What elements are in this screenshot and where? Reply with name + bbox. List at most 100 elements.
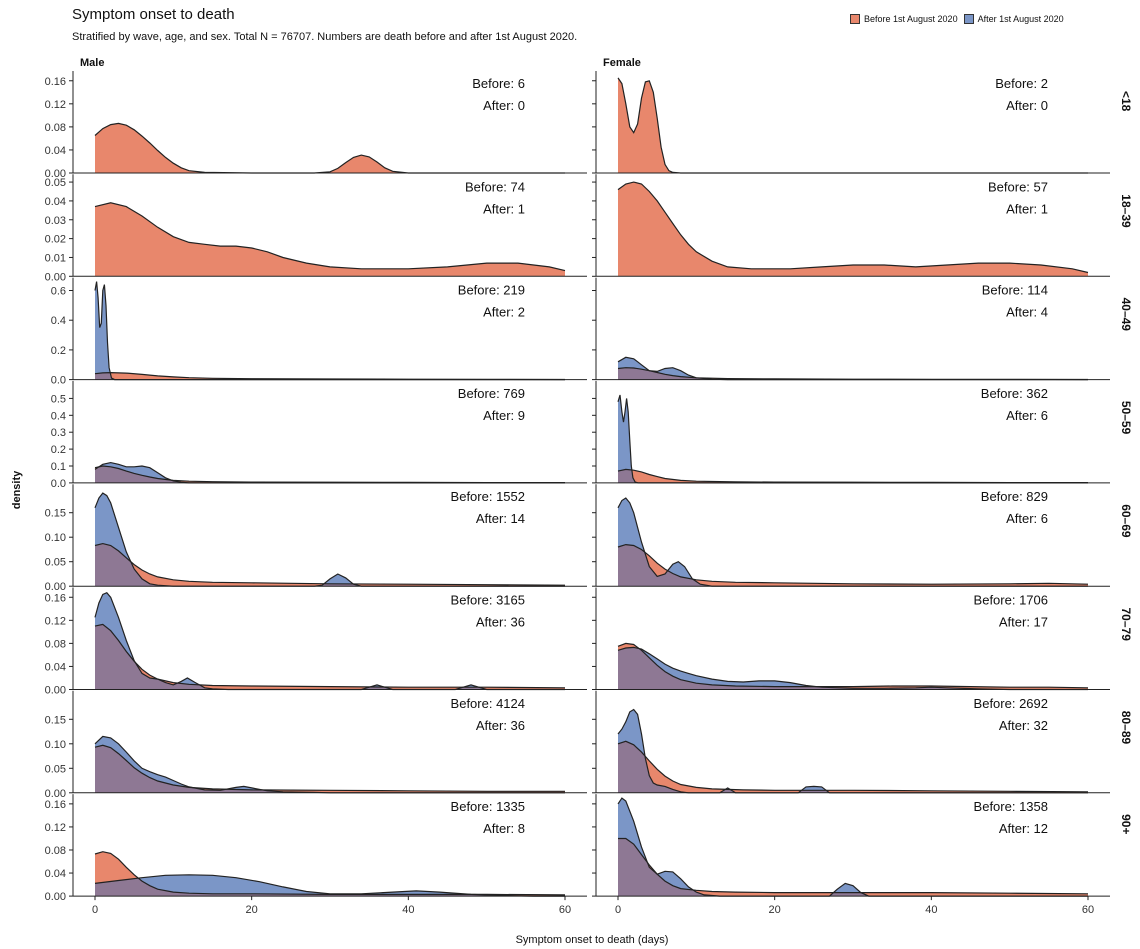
facet-row-label: 60–69 — [1119, 504, 1133, 538]
y-tick-label: 0.15 — [45, 508, 66, 520]
density-line-before — [94, 465, 565, 484]
density-area-overlap — [95, 466, 565, 483]
density-line-before — [617, 740, 1089, 793]
y-tick-label: 0.1 — [51, 461, 66, 473]
count-before-label: Before: 74 — [465, 179, 525, 194]
y-tick-label: 0.4 — [51, 410, 66, 422]
count-after-label: After: 0 — [1006, 98, 1048, 113]
y-tick-label: 0.04 — [45, 196, 66, 208]
facet-row-label: 40–49 — [1119, 298, 1133, 332]
panel-plot-area — [617, 797, 1089, 897]
density-area-overlap — [95, 745, 565, 793]
density-area-before — [95, 202, 565, 277]
panel-plot-area — [617, 394, 1088, 484]
density-line-after — [94, 492, 565, 587]
x-tick-label: 0 — [615, 904, 621, 916]
count-after-label: After: 36 — [476, 615, 525, 630]
density-line-before — [617, 642, 1089, 689]
panel-plot-area — [617, 181, 1089, 277]
chart-subtitle: Stratified by wave, age, and sex. Total … — [72, 31, 578, 43]
y-axis-title: density — [11, 470, 23, 509]
y-tick-label: 0.08 — [45, 638, 66, 650]
y-tick-label: 0.0 — [51, 478, 66, 490]
y-tick-label: 0.5 — [51, 393, 66, 405]
count-after-label: After: 14 — [476, 511, 525, 526]
legend-swatch-before — [850, 14, 860, 24]
density-area-before — [618, 469, 1088, 483]
y-tick-label: 0.05 — [45, 557, 66, 569]
legend-item-before: Before 1st August 2020 — [850, 14, 958, 24]
count-after-label: After: 4 — [1006, 305, 1048, 320]
y-tick-label: 0.05 — [45, 763, 66, 775]
count-after-label: After: 6 — [1006, 511, 1048, 526]
panel-male-10: 0.00 0.04 0.08 0.12 0.16 Before: 3165 After: 3… — [45, 587, 587, 697]
density-line-after — [617, 394, 1088, 484]
density-area-after — [95, 493, 565, 587]
panel-plot-area — [94, 851, 566, 897]
density-line-before — [94, 202, 566, 272]
density-line-before — [94, 542, 566, 586]
density-area-before — [618, 182, 1088, 277]
y-tick-label: 0.08 — [45, 845, 66, 857]
density-area-after — [618, 357, 1088, 380]
facet-col-label-male: Male — [80, 57, 104, 69]
x-tick-label: 0 — [92, 904, 98, 916]
panel-plot-area — [94, 735, 565, 794]
density-line-after — [94, 735, 565, 794]
count-after-label: After: 8 — [483, 821, 525, 836]
facet-row-label: 70–79 — [1119, 608, 1133, 642]
panel-plot-area — [617, 708, 1089, 794]
y-tick-label: 0.02 — [45, 234, 66, 246]
legend-label-before: Before 1st August 2020 — [864, 14, 958, 24]
y-tick-label: 0.2 — [51, 444, 66, 456]
y-tick-label: 0.04 — [45, 661, 66, 673]
y-tick-label: 0.04 — [45, 868, 66, 880]
facet-row-label: 50–59 — [1119, 401, 1133, 435]
facet-row-label: 80–89 — [1119, 711, 1133, 745]
legend: Before 1st August 2020 After 1st August … — [850, 14, 1070, 24]
y-tick-label: 0.08 — [45, 122, 66, 134]
y-tick-label: 0.00 — [45, 685, 66, 697]
count-before-label: Before: 1706 — [974, 593, 1048, 608]
x-axis-title: Symptom onset to death (days) — [516, 934, 669, 946]
y-tick-label: 0.15 — [45, 714, 66, 726]
density-line-after — [617, 708, 1088, 794]
density-area-before — [618, 77, 1088, 173]
count-before-label: Before: 769 — [458, 386, 525, 401]
y-tick-label: 0.10 — [45, 739, 66, 751]
count-after-label: After: 0 — [483, 98, 525, 113]
panel-male-0: 0.00 0.04 0.08 0.12 0.16 Before: 6 After: 0 — [45, 71, 587, 180]
density-line-after — [94, 281, 565, 381]
y-tick-label: 0.10 — [45, 532, 66, 544]
facet-row-label: 18–39 — [1119, 194, 1133, 228]
panel-plot-area — [94, 122, 565, 174]
y-tick-label: 0.4 — [51, 315, 66, 327]
count-before-label: Before: 829 — [981, 489, 1048, 504]
count-before-label: Before: 1358 — [974, 799, 1048, 814]
density-line-before — [94, 623, 566, 689]
density-area-overlap — [95, 624, 565, 690]
count-before-label: Before: 3165 — [451, 593, 525, 608]
y-tick-label: 0.12 — [45, 822, 66, 834]
panel-plot-area — [617, 356, 1089, 381]
count-before-label: Before: 57 — [988, 179, 1048, 194]
count-after-label: After: 32 — [999, 718, 1048, 733]
density-line-after — [617, 797, 1088, 897]
y-tick-label: 0.03 — [45, 215, 66, 227]
x-tick-label: 40 — [402, 904, 414, 916]
count-before-label: Before: 1552 — [451, 489, 525, 504]
panel-male-2: 0.00 0.01 0.02 0.03 0.04 0.05 Before: 74 After:… — [45, 174, 587, 283]
panel-male-6: 0.0 0.1 0.2 0.3 0.4 0.5 Before: 769 After: 9 — [51, 380, 587, 490]
y-tick-label: 0.05 — [45, 177, 66, 189]
count-before-label: Before: 4124 — [451, 696, 525, 711]
count-after-label: After: 12 — [999, 821, 1048, 836]
panel-male-4: 0.0 0.2 0.4 0.6 Before: 219 After: 2 — [51, 277, 587, 387]
y-tick-label: 0.12 — [45, 99, 66, 111]
y-tick-label: 0.00 — [45, 581, 66, 593]
